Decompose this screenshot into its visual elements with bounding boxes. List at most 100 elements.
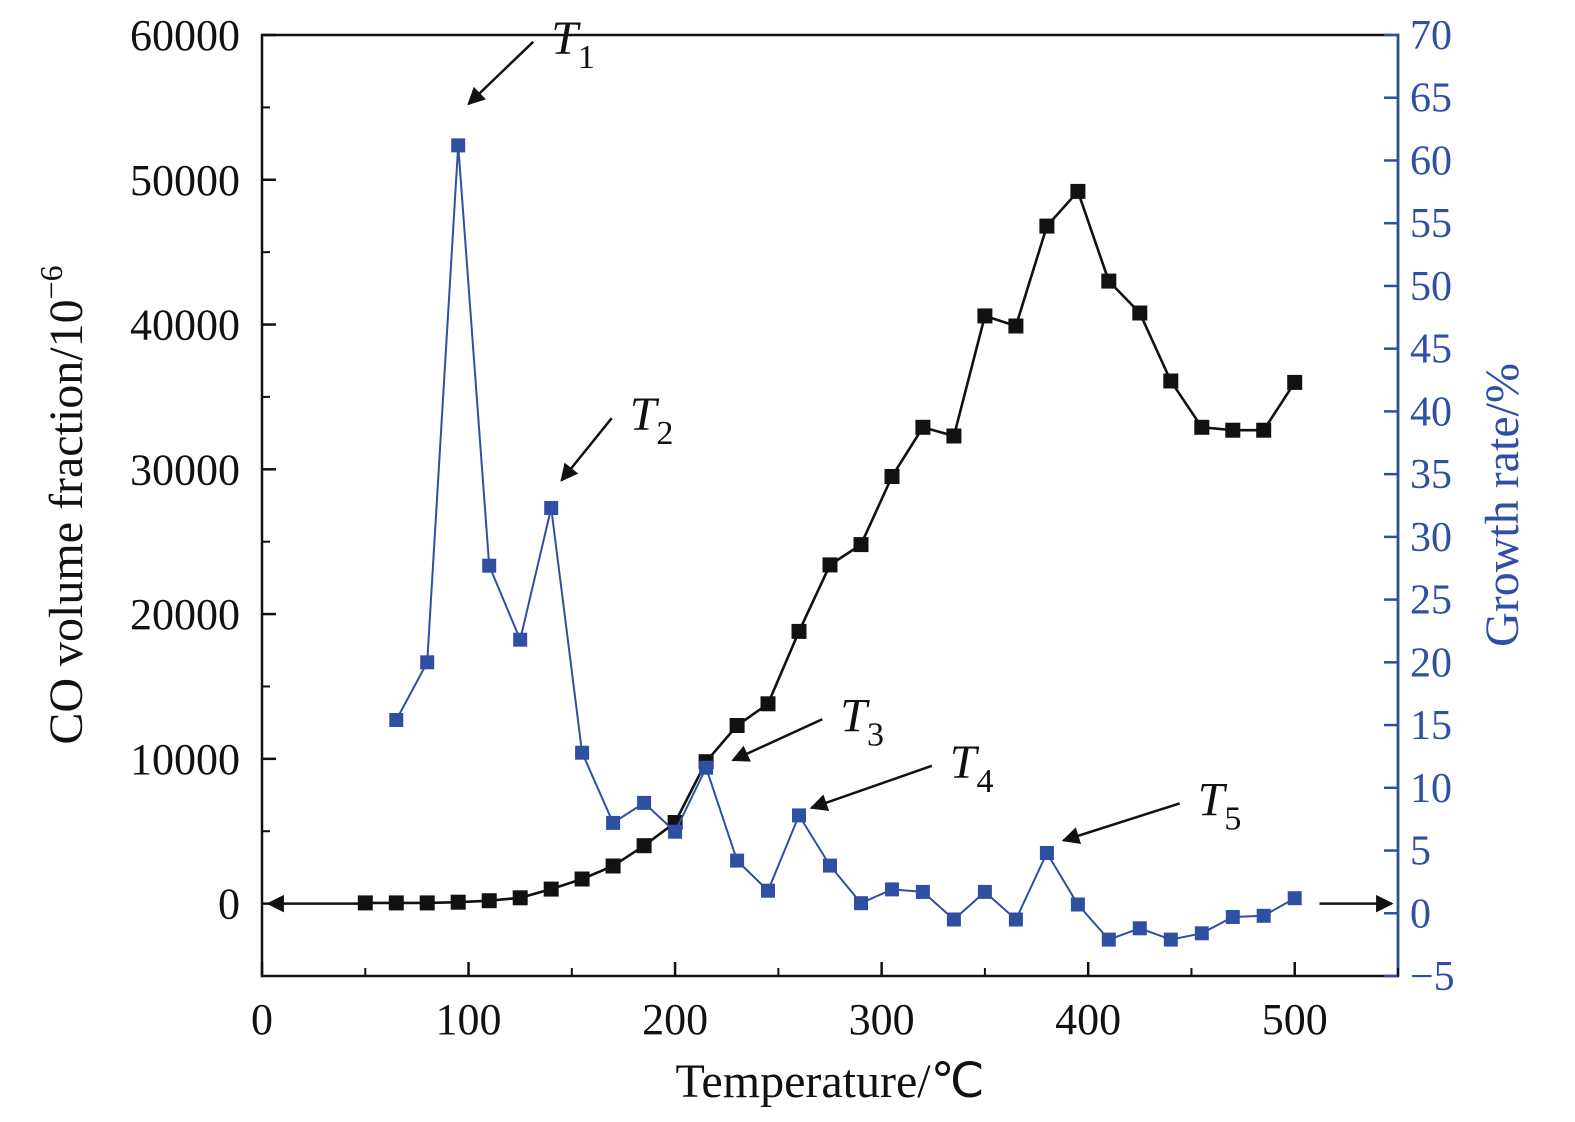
data-point-co-volume-fraction bbox=[357, 895, 373, 911]
annotation-letter: T bbox=[950, 736, 980, 789]
data-point-growth-rate bbox=[699, 760, 714, 775]
data-point-growth-rate bbox=[1008, 912, 1023, 927]
right-tick-label: 60 bbox=[1410, 138, 1452, 184]
data-point-growth-rate bbox=[513, 632, 528, 647]
left-axis-title-text: CO volume fraction/10 bbox=[40, 299, 93, 744]
data-point-growth-rate bbox=[792, 808, 806, 823]
data-point-growth-rate bbox=[977, 884, 992, 899]
annotation-subscript: 1 bbox=[578, 39, 595, 76]
data-point-growth-rate bbox=[761, 883, 775, 898]
data-point-growth-rate bbox=[1225, 910, 1240, 924]
left-axis-title: CO volume fraction/10−6 bbox=[33, 265, 93, 744]
data-point-growth-rate bbox=[451, 138, 466, 153]
x-tick-label: 300 bbox=[849, 995, 915, 1044]
data-point-co-volume-fraction bbox=[977, 308, 993, 324]
data-point-co-volume-fraction bbox=[450, 894, 466, 910]
annotation-arrow bbox=[1061, 802, 1181, 845]
annotation-label: T3 bbox=[840, 689, 884, 753]
x-tick-label: 0 bbox=[251, 995, 273, 1044]
data-point-co-volume-fraction bbox=[853, 537, 869, 553]
data-point-co-volume-fraction bbox=[636, 838, 652, 854]
data-point-growth-rate bbox=[915, 884, 930, 899]
x-axis-title: Temperature/℃ bbox=[675, 1055, 984, 1108]
left-tick-label: 0 bbox=[218, 880, 240, 929]
data-point-co-volume-fraction bbox=[760, 696, 776, 712]
left-tick-label: 30000 bbox=[130, 445, 240, 494]
right-tick-label: 70 bbox=[1410, 13, 1452, 59]
data-point-growth-rate bbox=[482, 558, 497, 573]
data-point-growth-rate bbox=[420, 655, 435, 670]
data-point-growth-rate bbox=[575, 745, 590, 760]
data-point-growth-rate bbox=[389, 713, 404, 727]
data-point-growth-rate bbox=[823, 858, 837, 873]
data-point-growth-rate bbox=[1039, 846, 1054, 860]
data-point-co-volume-fraction bbox=[1287, 374, 1303, 390]
annotation-subscript: 4 bbox=[977, 763, 994, 800]
right-axis-title-group: Growth rate/% bbox=[1476, 363, 1529, 647]
right-tick-label: 10 bbox=[1410, 766, 1452, 812]
data-point-growth-rate bbox=[668, 824, 683, 839]
data-point-co-volume-fraction bbox=[1225, 422, 1241, 438]
right-tick-label: 20 bbox=[1410, 640, 1452, 686]
annotation-arrow bbox=[731, 718, 823, 762]
data-point-growth-rate bbox=[1070, 897, 1085, 912]
data-point-growth-rate bbox=[1256, 908, 1271, 923]
annotation-label: T5 bbox=[1198, 773, 1242, 837]
data-point-co-volume-fraction bbox=[388, 895, 404, 911]
annotation-subscript: 3 bbox=[867, 716, 884, 753]
right-tick-label: 35 bbox=[1410, 452, 1452, 498]
left-tick-label: 40000 bbox=[130, 301, 240, 350]
annotation-arrow bbox=[560, 417, 613, 482]
data-point-growth-rate bbox=[606, 815, 621, 830]
annotation-letter: T bbox=[630, 388, 660, 441]
left-axis-title-exponent: −6 bbox=[33, 265, 69, 299]
series-co-volume-fraction bbox=[357, 183, 1303, 911]
data-point-co-volume-fraction bbox=[1132, 305, 1148, 321]
data-point-growth-rate bbox=[1101, 932, 1116, 947]
right-tick-label: 30 bbox=[1410, 515, 1452, 561]
data-point-co-volume-fraction bbox=[1163, 373, 1179, 389]
data-point-co-volume-fraction bbox=[884, 469, 900, 484]
right-axis: −5 0 5 10 15 20 25 30 35 40 45 50 55 60 65 70 bbox=[1384, 13, 1455, 1000]
left-axis-title-group: CO volume fraction/10−6 bbox=[33, 265, 93, 744]
data-point-growth-rate bbox=[730, 853, 745, 868]
data-point-growth-rate bbox=[1194, 926, 1209, 941]
series-line-growth-rate bbox=[395, 145, 1296, 941]
data-point-co-volume-fraction bbox=[1039, 218, 1055, 234]
series-growth-rate bbox=[389, 138, 1302, 947]
data-point-growth-rate bbox=[1287, 891, 1302, 906]
series-line-co-volume-fraction bbox=[365, 188, 1296, 905]
data-point-growth-rate bbox=[637, 795, 652, 810]
right-tick-label: 5 bbox=[1410, 829, 1431, 875]
data-point-co-volume-fraction bbox=[512, 890, 528, 906]
data-point-growth-rate bbox=[1163, 932, 1178, 947]
right-axis-title: Growth rate/% bbox=[1476, 363, 1529, 647]
annotation-subscript: 2 bbox=[656, 415, 673, 452]
right-tick-label: 15 bbox=[1410, 703, 1452, 749]
annotation-letter: T bbox=[840, 689, 870, 742]
right-tick-label: 0 bbox=[1410, 891, 1431, 937]
x-tick-label: 400 bbox=[1055, 995, 1121, 1044]
left-tick-label: 10000 bbox=[130, 735, 240, 784]
data-point-co-volume-fraction bbox=[791, 623, 807, 639]
data-point-co-volume-fraction bbox=[1194, 419, 1210, 435]
right-tick-label: 45 bbox=[1410, 327, 1452, 373]
annotation-subscript: 5 bbox=[1224, 800, 1241, 837]
annotation-label: T1 bbox=[551, 12, 595, 76]
annotation-arrow bbox=[809, 764, 933, 811]
right-tick-label: 40 bbox=[1410, 389, 1452, 435]
annotation-letter: T bbox=[551, 12, 581, 65]
data-point-co-volume-fraction bbox=[822, 557, 838, 573]
x-tick-label: 200 bbox=[642, 995, 708, 1044]
annotation-label: T2 bbox=[630, 388, 674, 452]
data-point-growth-rate bbox=[854, 896, 868, 911]
data-point-co-volume-fraction bbox=[574, 871, 590, 887]
data-point-co-volume-fraction bbox=[1256, 422, 1272, 438]
left-tick-label: 50000 bbox=[130, 156, 240, 205]
x-axis: 0 100 200 300 400 500 bbox=[251, 962, 1399, 1044]
left-axis: 0 10000 20000 30000 40000 50000 60000 bbox=[130, 11, 276, 977]
data-point-co-volume-fraction bbox=[1070, 183, 1086, 199]
x-tick-label: 500 bbox=[1262, 995, 1328, 1044]
right-tick-label: 25 bbox=[1410, 578, 1452, 624]
